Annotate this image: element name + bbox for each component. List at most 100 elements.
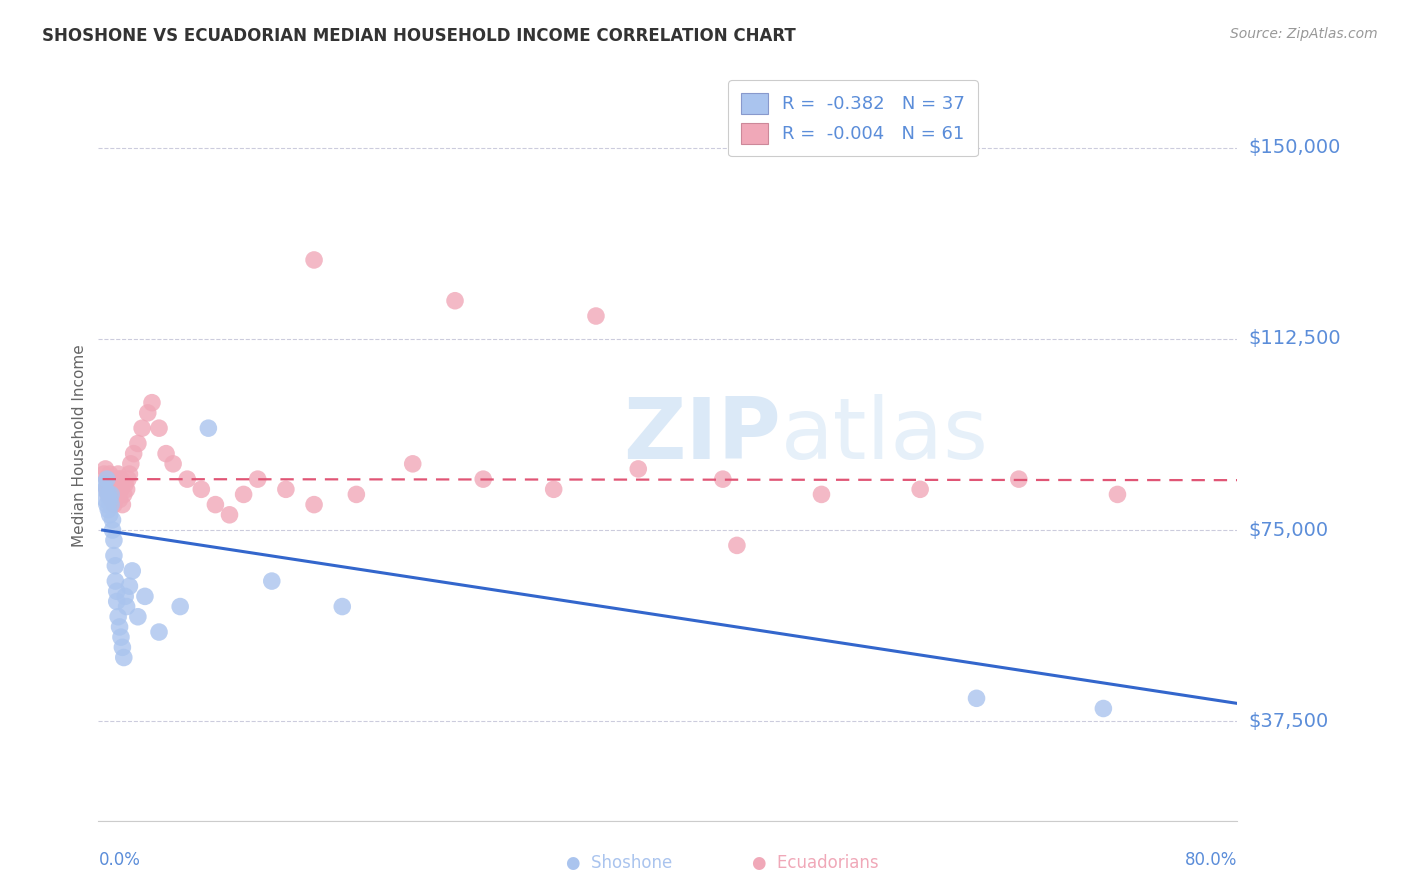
Point — [114, 477, 136, 491]
Point — [101, 487, 124, 501]
Point — [100, 492, 122, 507]
Text: 0.0%: 0.0% — [98, 851, 141, 869]
Point — [627, 462, 650, 476]
Point — [96, 472, 118, 486]
Point — [169, 599, 191, 614]
Point — [110, 483, 132, 497]
Point — [176, 472, 198, 486]
Point — [98, 467, 121, 481]
Text: $150,000: $150,000 — [1249, 138, 1341, 157]
Point — [94, 492, 117, 507]
Point — [101, 513, 124, 527]
Text: ●  Shoshone: ● Shoshone — [565, 855, 672, 872]
Point — [107, 467, 129, 481]
Text: ZIP: ZIP — [623, 394, 780, 477]
Point — [1092, 701, 1115, 715]
Point — [136, 406, 159, 420]
Point — [103, 549, 125, 563]
Point — [232, 487, 254, 501]
Point — [104, 558, 127, 573]
Point — [122, 447, 145, 461]
Point — [115, 483, 138, 497]
Point — [107, 477, 129, 491]
Point — [104, 574, 127, 588]
Point — [115, 599, 138, 614]
Point — [93, 467, 115, 481]
Point — [1008, 472, 1031, 486]
Point — [100, 498, 122, 512]
Point — [155, 447, 177, 461]
Text: 80.0%: 80.0% — [1185, 851, 1237, 869]
Point — [472, 472, 495, 486]
Point — [110, 630, 132, 644]
Point — [260, 574, 283, 588]
Point — [101, 472, 124, 486]
Point — [105, 477, 128, 491]
Point — [204, 498, 226, 512]
Point — [543, 483, 565, 497]
Text: Source: ZipAtlas.com: Source: ZipAtlas.com — [1230, 27, 1378, 41]
Point — [97, 487, 120, 501]
Point — [96, 498, 118, 512]
Point — [94, 483, 117, 497]
Point — [107, 609, 129, 624]
Point — [105, 584, 128, 599]
Text: $112,500: $112,500 — [1249, 329, 1341, 349]
Point — [444, 293, 467, 308]
Point — [302, 498, 325, 512]
Text: atlas: atlas — [780, 394, 988, 477]
Point — [121, 564, 143, 578]
Point — [96, 472, 118, 486]
Text: $75,000: $75,000 — [1249, 521, 1329, 540]
Point — [127, 609, 149, 624]
Point — [98, 483, 121, 497]
Point — [108, 620, 131, 634]
Point — [98, 492, 121, 507]
Point — [97, 487, 120, 501]
Point — [246, 472, 269, 486]
Point — [302, 252, 325, 267]
Point — [1107, 487, 1129, 501]
Point — [111, 640, 134, 655]
Point — [118, 467, 141, 481]
Point — [148, 625, 170, 640]
Point — [218, 508, 240, 522]
Point — [100, 487, 122, 501]
Point — [190, 483, 212, 497]
Point — [114, 590, 136, 604]
Point — [101, 523, 124, 537]
Point — [94, 462, 117, 476]
Point — [127, 436, 149, 450]
Text: SHOSHONE VS ECUADORIAN MEDIAN HOUSEHOLD INCOME CORRELATION CHART: SHOSHONE VS ECUADORIAN MEDIAN HOUSEHOLD … — [42, 27, 796, 45]
Point — [93, 477, 115, 491]
Point — [330, 599, 353, 614]
Point — [111, 498, 134, 512]
Point — [112, 650, 135, 665]
Point — [97, 477, 120, 491]
Point — [148, 421, 170, 435]
Point — [162, 457, 184, 471]
Point — [100, 477, 122, 491]
Point — [104, 472, 127, 486]
Point — [908, 483, 931, 497]
Point — [110, 472, 132, 486]
Point — [103, 477, 125, 491]
Point — [103, 533, 125, 548]
Point — [96, 483, 118, 497]
Point — [585, 309, 607, 323]
Text: ●  Ecuadorians: ● Ecuadorians — [752, 855, 879, 872]
Point — [105, 594, 128, 608]
Point — [108, 492, 131, 507]
Point — [134, 590, 156, 604]
Point — [725, 538, 748, 552]
Point — [117, 472, 139, 486]
Point — [98, 508, 121, 522]
Text: $37,500: $37,500 — [1249, 712, 1329, 731]
Point — [141, 395, 163, 409]
Legend: R =  -0.382   N = 37, R =  -0.004   N = 61: R = -0.382 N = 37, R = -0.004 N = 61 — [728, 80, 977, 156]
Point — [118, 579, 141, 593]
Point — [274, 483, 297, 497]
Point — [344, 487, 367, 501]
Point — [810, 487, 832, 501]
Point — [105, 472, 128, 486]
